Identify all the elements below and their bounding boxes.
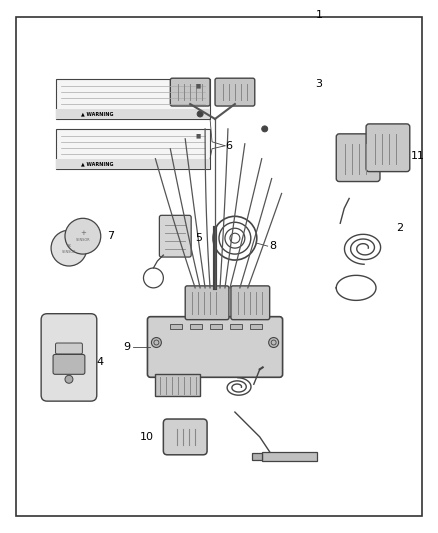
Text: 5: 5 [195, 233, 202, 243]
Text: ▲ WARNING: ▲ WARNING [81, 111, 113, 117]
Text: ■: ■ [195, 84, 201, 88]
Text: ■: ■ [195, 133, 201, 139]
Bar [56, 109, 210, 119]
FancyBboxPatch shape [163, 419, 207, 455]
FancyBboxPatch shape [41, 314, 97, 401]
FancyBboxPatch shape [336, 134, 380, 182]
FancyBboxPatch shape [53, 354, 85, 374]
Text: 2: 2 [396, 223, 403, 233]
Text: SENSOR: SENSOR [76, 238, 90, 242]
Bar [252, 453, 262, 460]
Text: 3: 3 [315, 79, 322, 89]
Text: ▲ WARNING: ▲ WARNING [81, 161, 113, 166]
Circle shape [51, 230, 87, 266]
Circle shape [262, 126, 268, 132]
FancyBboxPatch shape [56, 343, 82, 354]
Text: 10: 10 [139, 432, 153, 442]
Bar [56, 159, 210, 168]
Text: 4: 4 [97, 358, 104, 367]
FancyBboxPatch shape [170, 78, 210, 106]
Bar [262, 452, 318, 461]
FancyBboxPatch shape [366, 124, 410, 172]
Text: 9: 9 [124, 343, 131, 352]
Text: 8: 8 [270, 241, 277, 251]
Bar [56, 129, 210, 168]
Text: 11: 11 [411, 151, 425, 161]
FancyBboxPatch shape [148, 317, 283, 377]
Circle shape [65, 219, 101, 254]
Bar [155, 374, 200, 396]
Text: 1: 1 [316, 10, 323, 20]
Circle shape [152, 337, 161, 348]
Bar [190, 324, 202, 329]
Circle shape [268, 337, 279, 348]
Text: +: + [80, 230, 86, 236]
FancyBboxPatch shape [215, 78, 255, 106]
Bar [56, 79, 210, 119]
Circle shape [65, 375, 73, 383]
FancyBboxPatch shape [185, 286, 229, 320]
Circle shape [197, 111, 203, 117]
FancyBboxPatch shape [231, 286, 270, 320]
Bar [230, 324, 242, 329]
FancyBboxPatch shape [159, 215, 191, 257]
Text: 7: 7 [107, 231, 114, 241]
Text: 6: 6 [225, 141, 232, 151]
Bar [210, 324, 222, 329]
Text: SENSOR: SENSOR [62, 250, 76, 254]
Bar [250, 324, 262, 329]
Bar [170, 324, 182, 329]
Text: RX: RX [67, 244, 71, 248]
